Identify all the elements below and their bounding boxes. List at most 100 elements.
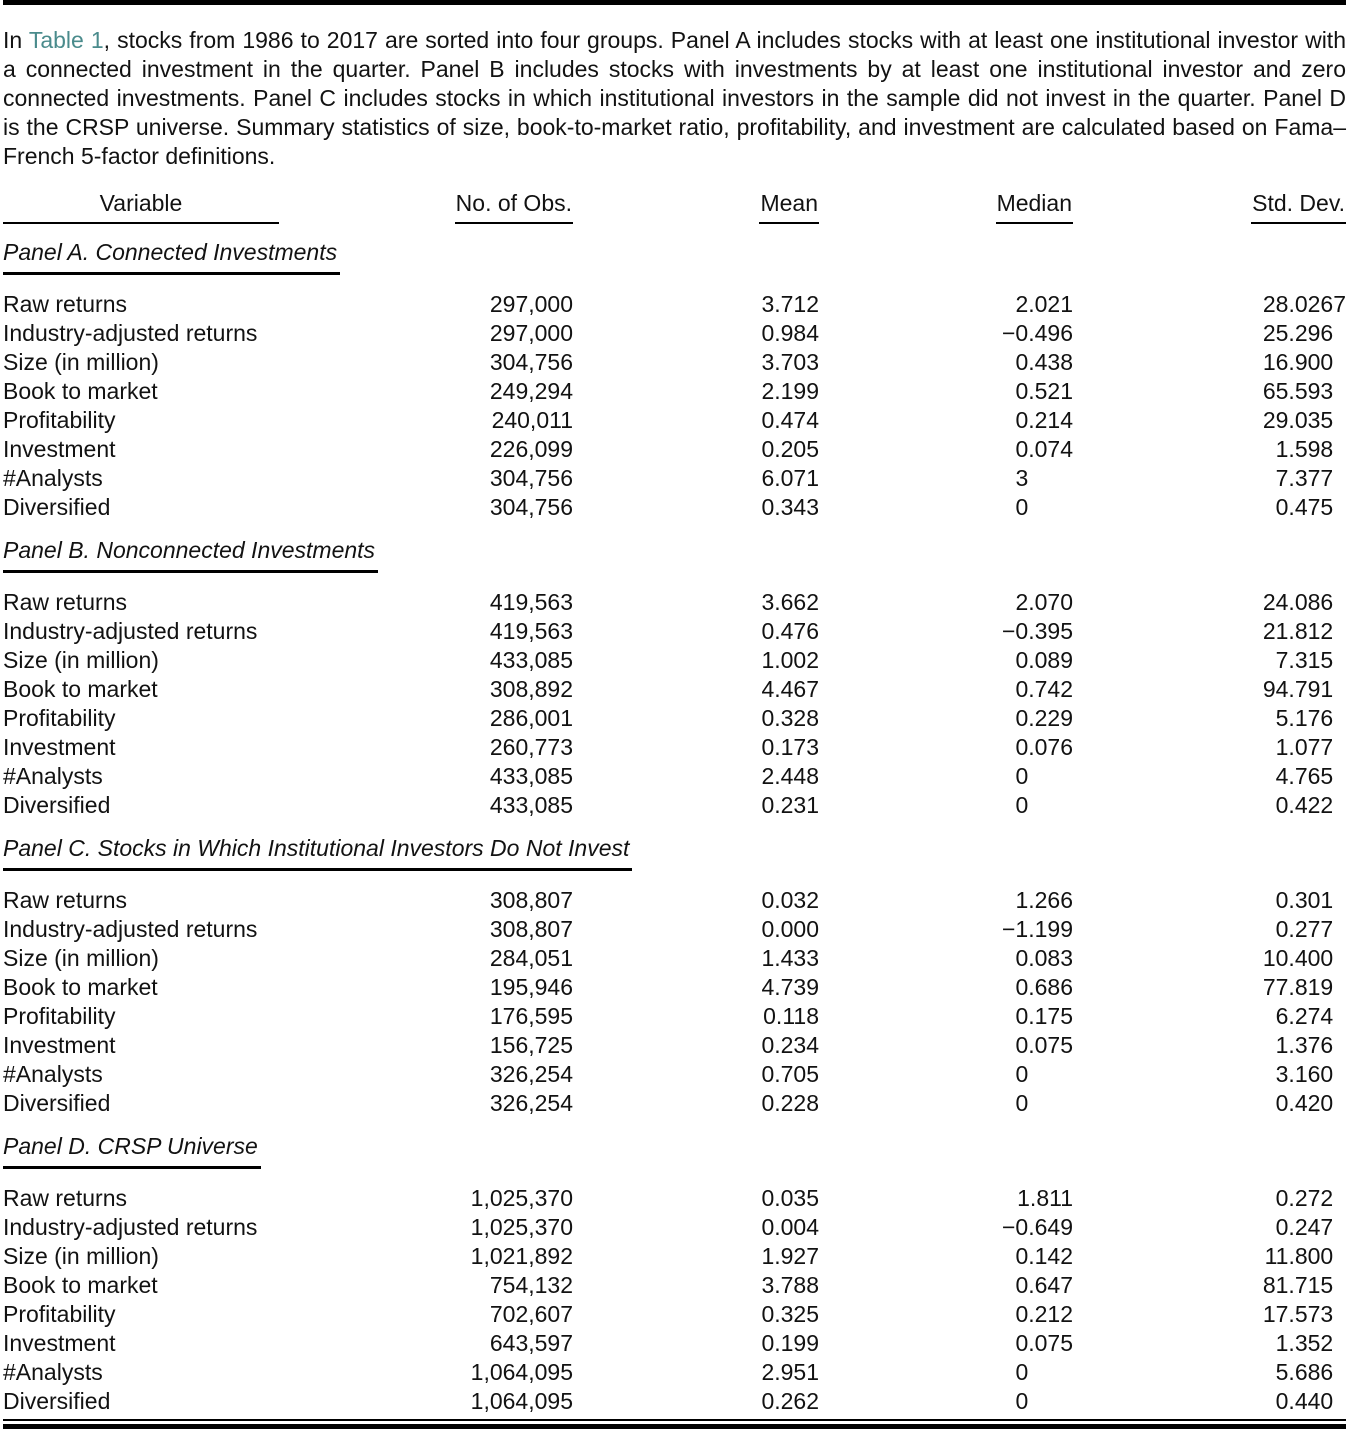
table-row: Raw returns 1,025,370 0.035 1.811 0.2720: [3, 1169, 1346, 1213]
value-cell: 1.3760: [1275, 1032, 1334, 1058]
table-row: Size (in million) 433,085 1.002 0.089 7.3150: [3, 646, 1346, 675]
value-cell: 24.0860: [1262, 589, 1334, 615]
value-cell: 0.476: [761, 618, 819, 644]
column-header-row: Variable No. of Obs. Mean Median Std. De…: [3, 190, 1346, 224]
table-row: Size (in million) 284,051 1.433 0.083 10.400…: [3, 944, 1346, 973]
value-cell: 0.173: [761, 734, 819, 760]
value-cell: 77.8190: [1262, 974, 1334, 1000]
value-cell: 1,025,370: [470, 1214, 573, 1240]
value-cell: 0.4200: [1275, 1090, 1334, 1116]
table-row: Diversified 304,756 0.343 0.000 0.4750: [3, 493, 1346, 522]
value-cell: 0.3010: [1275, 887, 1334, 913]
value-cell: 0.004: [761, 1214, 819, 1240]
value-cell: 308,807: [489, 887, 573, 913]
value-cell: 0.234: [761, 1032, 819, 1058]
value-cell: 5.1760: [1275, 705, 1334, 731]
summary-statistics-table: Variable No. of Obs. Mean Median Std. De…: [3, 190, 1346, 1416]
row-label-cell: Size (in million): [3, 945, 159, 971]
table-row: Profitability 286,001 0.328 0.229 5.1760: [3, 704, 1346, 733]
value-cell: 0.686: [1015, 974, 1073, 1000]
value-cell: 226,099: [489, 436, 573, 462]
value-cell: 0.074: [1015, 436, 1073, 462]
value-cell: 0.205: [761, 436, 819, 462]
table-row: Raw returns 308,807 0.032 1.266 0.3010: [3, 871, 1346, 915]
value-cell: 284,051: [489, 945, 573, 971]
value-cell: 754,132: [489, 1272, 573, 1298]
value-cell: 81.7150: [1262, 1272, 1334, 1298]
row-label-cell: Industry-adjusted returns: [3, 916, 258, 942]
value-cell: 249,294: [489, 378, 573, 404]
value-cell: 1,021,892: [470, 1243, 573, 1269]
value-cell: 10.4000: [1262, 945, 1334, 971]
table-bottom-rule: [3, 1419, 1346, 1429]
value-cell: 0.742: [1015, 676, 1073, 702]
value-cell: −0.496: [1002, 320, 1073, 346]
table-description-body: , stocks from 1986 to 2017 are sorted in…: [3, 27, 1346, 169]
value-cell: 0.984: [761, 320, 819, 346]
value-cell: 260,773: [489, 734, 573, 760]
value-cell: 2.448: [761, 763, 819, 789]
row-label-cell: Diversified: [3, 1090, 111, 1116]
row-label-cell: Investment: [3, 1032, 116, 1058]
table-row: Size (in million) 304,756 3.703 0.438 16.900…: [3, 348, 1346, 377]
value-cell: 29.0350: [1262, 407, 1334, 433]
column-header-std-dev: Std. Dev.: [1073, 190, 1346, 224]
value-cell: 17.5730: [1262, 1301, 1334, 1327]
value-cell: 1.0770: [1275, 734, 1334, 760]
value-cell: 326,254: [489, 1090, 573, 1116]
value-cell: 0.474: [761, 407, 819, 433]
row-label-cell: Raw returns: [3, 291, 127, 317]
value-cell: 11.8000: [1264, 1243, 1334, 1269]
row-label-cell: Investment: [3, 436, 116, 462]
value-cell: 240,011: [491, 407, 573, 433]
row-label-cell: Diversified: [3, 1388, 111, 1414]
table-row: Book to market 308,892 4.467 0.742 94.7910: [3, 675, 1346, 704]
table-row: Book to market 249,294 2.199 0.521 65.5930: [3, 377, 1346, 406]
panel-heading-row: Panel C. Stocks in Which Institutional I…: [3, 820, 1346, 871]
table-row: Raw returns 297,000 3.712 2.021 28.0267: [3, 275, 1346, 319]
table-row: #Analysts 433,085 2.448 0.000 4.7650: [3, 762, 1346, 791]
value-cell: 195,946: [489, 974, 573, 1000]
value-cell: 0.000: [1015, 494, 1029, 520]
table-1-link[interactable]: Table 1: [28, 27, 104, 53]
column-header-no-of-obs: No. of Obs.: [383, 190, 573, 224]
value-cell: 3.788: [761, 1272, 819, 1298]
row-label-cell: Profitability: [3, 705, 116, 731]
value-cell: 0.2770: [1275, 916, 1334, 942]
value-cell: 1.5980: [1275, 436, 1334, 462]
row-label-cell: Investment: [3, 1330, 116, 1356]
column-header-variable: Variable: [3, 190, 383, 224]
value-cell: 2.021: [1015, 291, 1073, 317]
value-cell: 1.811: [1017, 1185, 1073, 1211]
value-cell: 433,085: [489, 763, 573, 789]
value-cell: 0.212: [1015, 1301, 1073, 1327]
row-label-cell: Raw returns: [3, 887, 127, 913]
value-cell: 0.089: [1015, 647, 1073, 673]
row-label-cell: Book to market: [3, 676, 158, 702]
row-label-cell: #Analysts: [3, 1359, 103, 1385]
value-cell: 0.035: [761, 1185, 819, 1211]
value-cell: 433,085: [489, 792, 573, 818]
value-cell: 3.712: [761, 291, 819, 317]
table-row: #Analysts 326,254 0.705 0.000 3.1600: [3, 1060, 1346, 1089]
value-cell: 1.002: [761, 647, 819, 673]
value-cell: 28.0267: [1262, 291, 1346, 317]
value-cell: 0.438: [1015, 349, 1073, 375]
panel-title: Panel A. Connected Investments: [3, 239, 341, 275]
value-cell: 0.000: [1015, 1061, 1029, 1087]
table-top-rule: [3, 0, 1346, 5]
panel-title: Panel C. Stocks in Which Institutional I…: [3, 835, 633, 871]
table-row: Diversified 326,254 0.228 0.000 0.4200: [3, 1089, 1346, 1118]
value-cell: −0.649: [1002, 1214, 1073, 1240]
value-cell: 0.000: [1015, 792, 1029, 818]
value-cell: 0.118: [763, 1003, 819, 1029]
row-label-cell: Size (in million): [3, 1243, 159, 1269]
value-cell: 0.000: [761, 916, 819, 942]
value-cell: 0.199: [761, 1330, 819, 1356]
row-label-cell: Profitability: [3, 1003, 116, 1029]
value-cell: 0.343: [761, 494, 819, 520]
value-cell: 0.076: [1015, 734, 1073, 760]
value-cell: 0.075: [1015, 1330, 1073, 1356]
value-cell: 4.739: [761, 974, 819, 1000]
value-cell: 0.647: [1015, 1272, 1073, 1298]
